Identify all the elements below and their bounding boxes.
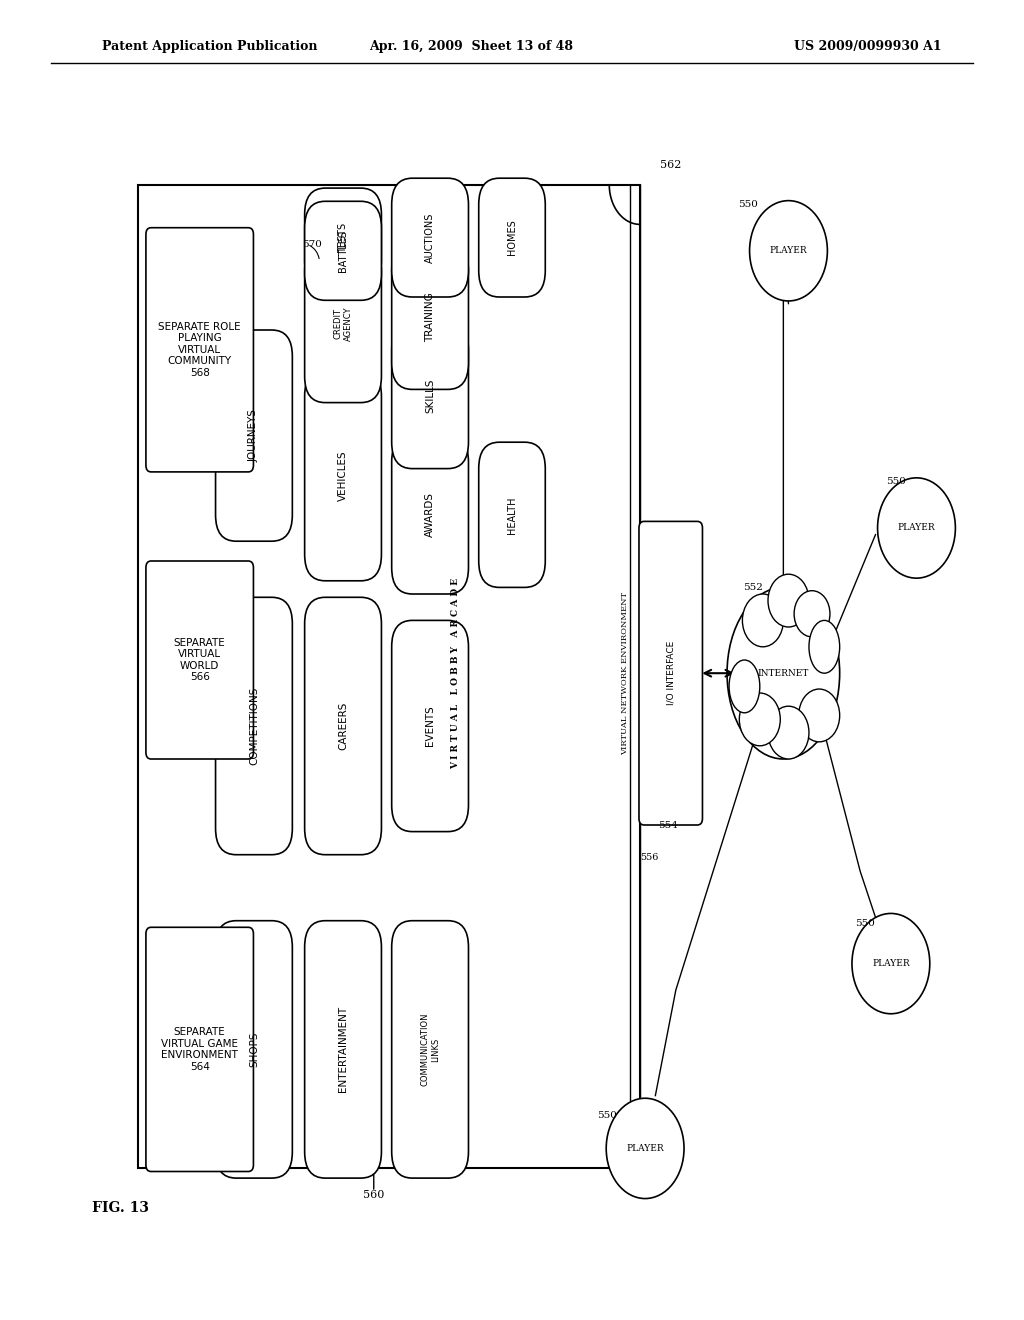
FancyBboxPatch shape [305, 201, 381, 300]
Text: INTERNET: INTERNET [758, 669, 809, 677]
Text: SEPARATE
VIRTUAL GAME
ENVIRONMENT
564: SEPARATE VIRTUAL GAME ENVIRONMENT 564 [161, 1027, 239, 1072]
FancyBboxPatch shape [146, 561, 254, 759]
FancyBboxPatch shape [391, 323, 468, 469]
Text: PLAYER: PLAYER [872, 960, 909, 968]
Text: 550: 550 [855, 920, 876, 928]
FancyBboxPatch shape [215, 921, 293, 1177]
FancyBboxPatch shape [305, 597, 381, 855]
FancyBboxPatch shape [391, 620, 468, 832]
Text: FIG. 13: FIG. 13 [92, 1201, 150, 1214]
Text: HEALTH: HEALTH [507, 496, 517, 533]
Text: HOMES: HOMES [507, 219, 517, 256]
Circle shape [852, 913, 930, 1014]
FancyBboxPatch shape [305, 921, 381, 1177]
Text: PLAYER: PLAYER [770, 247, 807, 255]
Text: 550: 550 [886, 478, 906, 486]
Ellipse shape [795, 590, 829, 636]
Text: JOURNEYS: JOURNEYS [249, 409, 259, 462]
FancyBboxPatch shape [215, 330, 293, 541]
Text: ENTERTAINMENT: ENTERTAINMENT [338, 1006, 348, 1093]
FancyBboxPatch shape [478, 442, 545, 587]
Text: PLAYER: PLAYER [627, 1144, 664, 1152]
Text: SKILLS: SKILLS [425, 379, 435, 413]
FancyBboxPatch shape [305, 370, 381, 581]
Ellipse shape [742, 594, 783, 647]
Ellipse shape [809, 620, 840, 673]
Text: AWARDS: AWARDS [425, 492, 435, 537]
Text: 550: 550 [737, 201, 758, 209]
FancyBboxPatch shape [391, 436, 468, 594]
Text: SEPARATE ROLE
PLAYING
VIRTUAL
COMMUNITY
568: SEPARATE ROLE PLAYING VIRTUAL COMMUNITY … [159, 322, 241, 378]
FancyBboxPatch shape [639, 521, 702, 825]
Text: US 2009/0099930 A1: US 2009/0099930 A1 [795, 40, 942, 53]
FancyBboxPatch shape [391, 921, 468, 1177]
Text: AUCTIONS: AUCTIONS [425, 213, 435, 263]
FancyBboxPatch shape [391, 178, 468, 297]
Ellipse shape [739, 693, 780, 746]
FancyBboxPatch shape [305, 244, 381, 403]
Text: Apr. 16, 2009  Sheet 13 of 48: Apr. 16, 2009 Sheet 13 of 48 [369, 40, 573, 53]
Ellipse shape [727, 587, 840, 759]
FancyBboxPatch shape [478, 178, 545, 297]
Bar [138, 185, 640, 1168]
Text: 562: 562 [660, 160, 682, 170]
Text: PLAYER: PLAYER [898, 524, 935, 532]
Text: COMMUNICATION
LINKS: COMMUNICATION LINKS [421, 1012, 439, 1086]
Ellipse shape [799, 689, 840, 742]
Text: VIRTUAL NETWORK ENVIRONMENT: VIRTUAL NETWORK ENVIRONMENT [621, 591, 629, 755]
FancyBboxPatch shape [146, 927, 254, 1172]
Text: BATTLES: BATTLES [338, 230, 348, 272]
Text: Patent Application Publication: Patent Application Publication [102, 40, 317, 53]
Text: TRAINING: TRAINING [425, 292, 435, 342]
Text: 550: 550 [597, 1111, 617, 1119]
FancyBboxPatch shape [391, 244, 468, 389]
Text: SEPARATE
VIRTUAL
WORLD
566: SEPARATE VIRTUAL WORLD 566 [174, 638, 225, 682]
Ellipse shape [768, 574, 809, 627]
Text: CREDIT
AGENCY: CREDIT AGENCY [334, 306, 352, 341]
FancyBboxPatch shape [215, 597, 293, 855]
Text: CAREERS: CAREERS [338, 702, 348, 750]
Text: TESTS: TESTS [338, 223, 348, 252]
Text: V I R T U A L   L O B B Y   A R C A D E: V I R T U A L L O B B Y A R C A D E [452, 578, 460, 768]
Circle shape [606, 1098, 684, 1199]
Text: 556: 556 [640, 854, 658, 862]
FancyBboxPatch shape [305, 189, 381, 288]
Text: EVENTS: EVENTS [425, 706, 435, 746]
Text: 570: 570 [302, 240, 322, 248]
FancyBboxPatch shape [146, 227, 254, 473]
Text: SHOPS: SHOPS [249, 1032, 259, 1067]
Text: 552: 552 [742, 583, 763, 591]
Text: 554: 554 [658, 821, 678, 829]
Circle shape [750, 201, 827, 301]
Text: COMPETITIONS: COMPETITIONS [249, 686, 259, 766]
Ellipse shape [768, 706, 809, 759]
Text: VEHICLES: VEHICLES [338, 450, 348, 500]
Text: 560: 560 [364, 1189, 384, 1200]
Circle shape [878, 478, 955, 578]
Ellipse shape [729, 660, 760, 713]
Text: I/O INTERFACE: I/O INTERFACE [667, 642, 675, 705]
